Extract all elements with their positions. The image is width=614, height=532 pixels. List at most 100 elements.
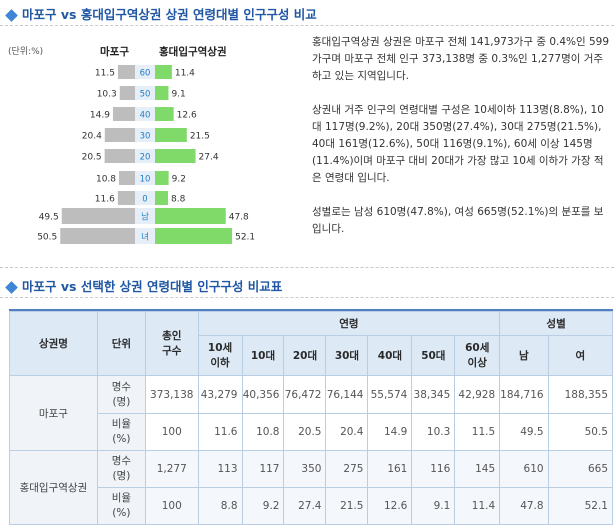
value-label-right: 12.6 [177,111,197,121]
table-cell: 49.5 [499,413,549,451]
table-cell: 40,356 [241,375,285,414]
table-cell: 117 [241,450,285,488]
table-cell: 184,716 [499,375,549,414]
header-age-0: 10세 이하 [197,335,243,376]
section1-title-vs: vs [60,7,77,22]
header-age-group: 연령 [197,311,501,336]
table-cell: 43,279 [197,375,243,414]
table-cell: 9.2 [241,487,285,525]
table-cell: 11.4 [454,487,501,525]
category-box [135,208,155,224]
value-label-left: 20.4 [82,132,102,142]
header-unit: 단위 [96,311,146,376]
header-age-1: 10대 [241,335,285,376]
table-cell: 47.8 [499,487,549,525]
table-cell: 11.6 [197,413,243,451]
diamond-icon [5,280,18,294]
value-label-left: 10.3 [97,90,117,100]
table-cell: 50.5 [547,413,614,451]
category-box [135,171,155,185]
bar-left [119,86,135,100]
table-cell: 188,355 [547,375,614,414]
header-age-3: 30대 [325,335,369,376]
header-age-4: 40대 [367,335,413,376]
table-cell: 55,574 [367,375,413,414]
table-cell: 373,138 [144,375,199,414]
description-p2: 상권내 거주 인구의 연령대별 구성은 10세이하 113명(8.8%), 10… [312,104,604,184]
table-cell: 10.8 [241,413,285,451]
description: 홍대입구역상권 상권은 마포구 전체 141,973가구 중 0.4%인 599… [312,34,612,255]
bar-left [104,149,135,163]
section2-divider-bottom [0,297,614,298]
table-row: 비율 (%) 100 8.8 9.2 27.4 21.5 12.6 9.1 11.4 47.8 52… [10,487,614,525]
header-age-6: 60세 이상 [454,335,501,376]
bar-right [155,208,226,224]
table-row: 비율 (%) 100 11.6 10.8 20.5 20.4 14.9 10.3 11.5 49.… [10,413,614,451]
bar-left [117,65,135,79]
category-label: 남 [141,213,149,223]
section2-title-b: 선택한 상권 연령대별 인구구성 비교표 [80,279,283,294]
table-cell: 21.5 [325,487,369,525]
category-box [135,228,155,244]
diamond-icon [5,8,18,22]
value-label-right: 27.4 [199,153,219,163]
bar-right [155,128,187,142]
table-cell: 161 [367,450,413,488]
category-label: 녀 [141,233,149,243]
category-label: 60 [140,69,151,79]
table-top-border [9,309,613,312]
row-unit: 비율 (%) [96,487,146,525]
table-cell: 665 [547,450,614,488]
bar-left [104,128,135,142]
row-area: 마포구 [9,375,98,451]
pyramid-svg: 60 11.5 11.4 50 10.3 9.1 40 14.9 12.6 30 20.4 21.5 2… [37,65,255,244]
section2-title: 마포구 vs 선택한 상권 연령대별 인구구성 비교표 [4,276,282,295]
table-row: 마포구 명수 (명) 373,138 43,279 40,356 76,472 76,144… [9,375,614,451]
value-label-right: 52.1 [235,233,255,243]
value-label-right: 11.4 [175,69,195,79]
comparison-table: 상권명 단위 총인구수 연령 성별 10세 이하 10대 20대 30대 40대… [9,311,614,525]
table-row: 홍대입구역상권 명수 (명) 1,277 113 117 350 275 161 116 145 6… [9,450,614,525]
value-label-right: 9.1 [171,90,185,100]
row-area: 홍대입구역상권 [9,450,98,525]
section1-title-a: 마포구 [22,7,57,22]
table-cell: 42,928 [454,375,501,414]
header-gender-1: 여 [547,335,614,376]
header-gender-group: 성별 [499,311,613,336]
header-gender-0: 남 [499,335,549,376]
table-cell: 610 [499,450,549,488]
value-label-left: 11.6 [95,195,115,205]
value-label-left: 49.5 [39,213,59,223]
section2-title-a: 마포구 [22,279,57,294]
value-label-right: 9.2 [172,175,186,185]
bar-left [60,228,136,244]
bar-right [155,228,233,244]
bar-right [155,65,172,79]
bar-right [155,107,174,121]
header-age-2: 20대 [283,335,327,376]
table-cell: 8.8 [197,487,243,525]
category-box [135,107,155,121]
table-cell: 76,144 [325,375,369,414]
category-label: 30 [140,132,151,142]
table-cell: 10.3 [411,413,456,451]
table-cell: 12.6 [367,487,413,525]
row-unit: 명수 (명) [96,450,146,488]
section1-divider [0,25,614,26]
value-label-right: 21.5 [190,132,210,142]
bar-right [155,86,169,100]
table-cell: 116 [411,450,456,488]
header-total: 총인구수 [144,311,199,376]
header-age-5: 50대 [411,335,456,376]
category-label: 40 [140,111,151,121]
value-label-left: 14.9 [90,111,110,121]
table-cell: 9.1 [411,487,456,525]
table-cell: 76,472 [283,375,327,414]
bar-left [112,107,135,121]
bar-right [155,191,169,205]
value-label-left: 20.5 [82,153,102,163]
bar-right [155,171,169,185]
category-label: 0 [142,195,147,205]
table-cell: 11.5 [454,413,501,451]
table-cell: 350 [283,450,327,488]
